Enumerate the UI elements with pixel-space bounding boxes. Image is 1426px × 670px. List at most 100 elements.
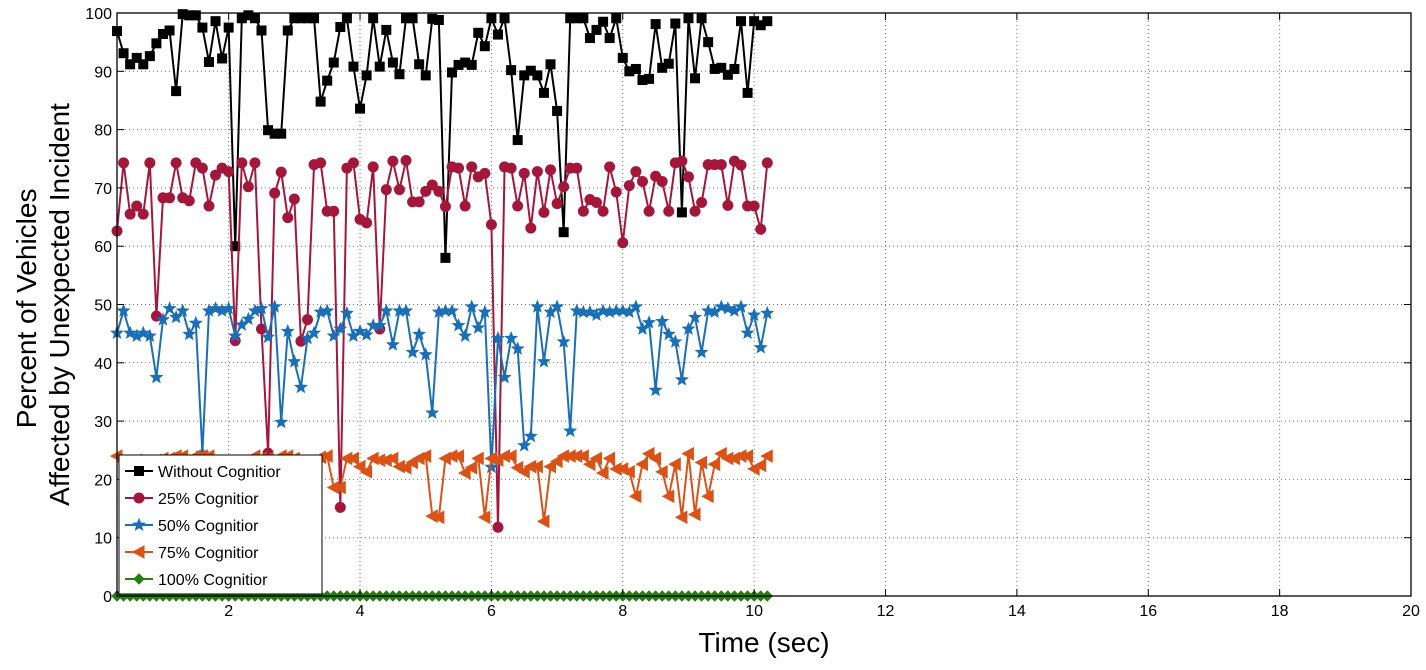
data-point [249,13,260,24]
data-point [485,219,497,231]
data-point [630,166,642,178]
data-point [563,423,578,437]
data-point [499,13,510,24]
axis-ticks: 2 4 6 8 10 12 14 16 18 20 0 10 20 30 40 50 60 70 80 90 100 [85,6,1420,620]
data-point [433,185,445,197]
y-axis-label: Percent of Vehicles Affected by Unexpect… [11,103,75,506]
data-point [399,303,414,317]
data-point [648,382,663,397]
data-point [420,185,432,197]
data-point [372,318,387,332]
data-point [576,449,589,463]
data-point [545,164,557,176]
data-point [155,312,170,326]
data-point [288,193,300,205]
data-point [361,217,373,229]
data-point [162,301,177,315]
data-point [512,200,524,212]
data-point [221,301,236,315]
data-point [223,22,234,33]
data-point [328,57,339,68]
data-point [418,347,433,361]
data-point [760,449,773,463]
data-point [471,320,486,334]
data-point [458,328,473,342]
data-point [256,25,267,36]
data-point [208,301,223,315]
data-point [188,315,203,330]
data-point [552,105,563,116]
data-point [729,63,740,74]
x-axis-label: Time (sec) [698,627,829,658]
data-point [320,303,335,317]
data-point [367,161,379,173]
data-point [668,334,683,348]
legend-marker [131,517,147,531]
data-point [328,205,340,217]
data-point [582,304,597,319]
data-point [405,344,420,359]
data-point [505,162,517,174]
data-point [315,157,327,169]
data-point [414,59,425,70]
data-point [615,303,630,317]
data-point [733,299,749,313]
y-tick-label: 90 [94,64,112,81]
legend-label: Without Cognitior [158,464,281,481]
data-point [307,325,322,340]
legend-entry: Without Cognitior [125,464,281,481]
data-point [387,57,398,68]
data-point [466,59,477,70]
data-point [674,372,689,386]
data-point [578,13,589,24]
data-point [611,13,622,24]
data-point [762,16,773,27]
data-point [473,27,484,38]
data-point [223,166,235,178]
data-point [182,326,197,341]
data-point [359,327,374,341]
legend-entry: 75% Cognitior [125,545,259,562]
series-line [116,13,768,259]
data-point [701,489,714,504]
data-point [655,314,670,328]
data-point [196,162,208,174]
data-point [589,451,603,466]
data-point [144,51,155,62]
data-point [379,303,394,317]
data-point [530,459,543,474]
data-point [720,301,735,315]
data-point [254,301,269,315]
data-point [715,159,727,171]
data-point [282,25,293,36]
data-point [596,303,611,317]
y-tick-label: 80 [94,123,112,140]
data-point [748,200,760,212]
data-point [722,199,734,211]
data-point [236,157,248,169]
legend-marker [131,545,145,559]
data-point [753,340,768,354]
data-point [636,175,648,187]
data-point [655,464,668,479]
series-3 [109,299,775,474]
x-tick-label: 4 [356,603,365,620]
data-point [492,29,503,40]
data-point [346,451,359,466]
data-point [149,370,164,384]
data-point [747,307,762,321]
data-point [740,449,754,463]
y-axis-label-line-1: Percent of Vehicles [11,189,42,429]
data-point [293,379,308,394]
data-point [512,135,523,146]
data-point [598,16,609,27]
data-point [477,510,491,525]
data-point [274,414,289,429]
data-point [276,128,287,139]
data-point [714,299,729,313]
data-point [628,299,643,313]
data-point [714,446,727,461]
data-point [696,196,708,208]
data-point [510,341,525,355]
y-tick-label: 70 [94,181,112,198]
